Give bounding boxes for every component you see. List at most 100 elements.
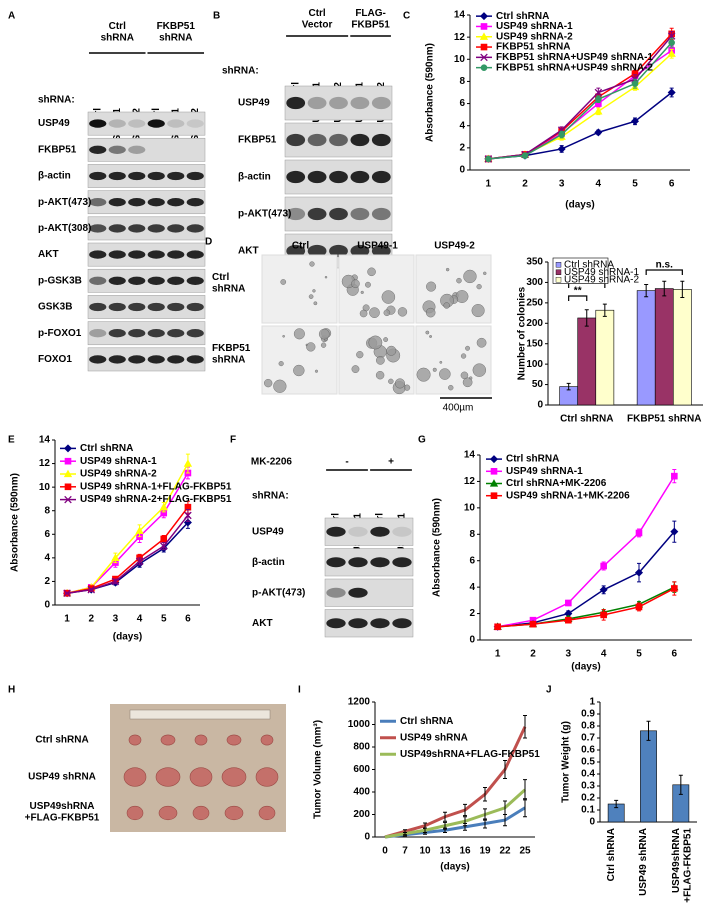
x-tick-label: USP49shRNA+FLAG-FKBP51: [670, 828, 693, 903]
y-tick-label: 8: [459, 76, 465, 87]
colony: [388, 378, 394, 385]
band: [186, 198, 204, 207]
row-label: FKBP51: [38, 144, 77, 155]
colony: [320, 342, 327, 348]
tumor: [255, 767, 279, 787]
x-tick-label: 3: [113, 614, 119, 625]
x-axis-label: (days): [565, 200, 594, 211]
group-label: Ctrl shRNA: [101, 21, 134, 44]
legend-marker: [63, 444, 73, 453]
line-series: [384, 726, 527, 839]
colony: [425, 307, 436, 318]
band: [108, 250, 126, 259]
marker: [183, 459, 193, 467]
y-tick-label: 6: [44, 529, 50, 540]
marker: [87, 585, 96, 594]
colony-image: [261, 254, 338, 324]
tumor: [260, 734, 274, 746]
x-tick-label: FKBP51 shRNA: [627, 414, 701, 425]
panel-letter: H: [8, 685, 15, 696]
y-axis-label: Absorbance (590nm): [10, 473, 21, 572]
y-tick-label: 600: [353, 764, 370, 775]
legend-label: Ctrl shRNA: [506, 454, 559, 465]
marker: [159, 542, 168, 550]
colony: [397, 307, 408, 317]
column-label: USP49-1: [357, 241, 398, 252]
line-series: [488, 35, 673, 160]
x-tick-label: 25: [519, 846, 531, 857]
colony: [432, 367, 437, 372]
blot-strip: [87, 295, 206, 319]
marker: [671, 472, 678, 480]
band: [128, 119, 146, 128]
band: [108, 145, 126, 154]
band: [147, 355, 165, 364]
x-tick-label: 1: [495, 649, 501, 660]
band: [186, 355, 204, 364]
marker: [635, 603, 643, 611]
x-tick-label: 10: [419, 846, 431, 857]
panel-letter: E: [8, 435, 15, 446]
band: [371, 244, 391, 258]
legend-label: Ctrl shRNA: [80, 443, 133, 454]
band: [147, 198, 165, 207]
band: [128, 276, 146, 285]
line-series: [497, 475, 675, 628]
colony: [314, 369, 319, 373]
group-label: Ctrl Vector: [302, 8, 333, 31]
band: [307, 170, 327, 184]
error-bar: [680, 280, 685, 299]
y-tick-label: 10: [39, 482, 51, 493]
legend-marker: [480, 43, 488, 51]
bar: [636, 290, 656, 406]
legend-marker: [480, 53, 488, 62]
band: [167, 250, 185, 259]
x-tick-label: 2: [522, 179, 528, 190]
legend-label: FKBP51 shRNA+USP49 shRNA-2: [496, 62, 653, 73]
colony: [365, 281, 371, 288]
band: [350, 133, 370, 147]
y-axis-label: Tumor Weight (g): [561, 721, 572, 803]
x-tick-label: 19: [479, 846, 491, 857]
group-label: +: [388, 457, 394, 468]
panel-letter: C: [403, 11, 410, 22]
y-tick-label: 1200: [348, 697, 371, 708]
band: [348, 587, 368, 598]
tumor: [128, 734, 142, 746]
legend-label: USP49 shRNA-1+FLAG-FKBP51: [80, 481, 232, 492]
y-tick-label: 250: [526, 297, 543, 308]
row-label: p-AKT(473): [238, 209, 291, 220]
band: [108, 171, 126, 181]
tumor: [192, 805, 210, 821]
x-tick-label: 2: [530, 649, 536, 660]
legend-marker: [490, 492, 498, 500]
band: [147, 302, 165, 312]
band: [307, 244, 327, 258]
legend-marker: [479, 12, 489, 21]
colony: [375, 355, 385, 365]
colony: [462, 377, 473, 388]
marker: [631, 80, 639, 87]
x-tick-label: 3: [559, 179, 565, 190]
colony-image: [415, 325, 492, 395]
band: [186, 171, 204, 181]
y-tick-label: 2: [469, 608, 475, 619]
tumor: [224, 805, 244, 821]
marker: [594, 106, 603, 115]
marker: [159, 502, 168, 511]
band: [329, 96, 348, 110]
x-tick-label: 3: [566, 649, 572, 660]
band: [350, 244, 370, 258]
legend-marker: [479, 32, 489, 40]
marker: [565, 616, 572, 624]
colony: [273, 379, 287, 393]
y-tick-label: 2: [459, 142, 465, 153]
colony: [324, 275, 328, 279]
band: [89, 276, 107, 285]
row-label: FKBP51: [238, 135, 277, 146]
band: [307, 133, 327, 147]
legend-marker: [64, 457, 72, 465]
legend-marker: [480, 64, 488, 71]
band: [186, 302, 204, 312]
line-series: [66, 463, 189, 594]
